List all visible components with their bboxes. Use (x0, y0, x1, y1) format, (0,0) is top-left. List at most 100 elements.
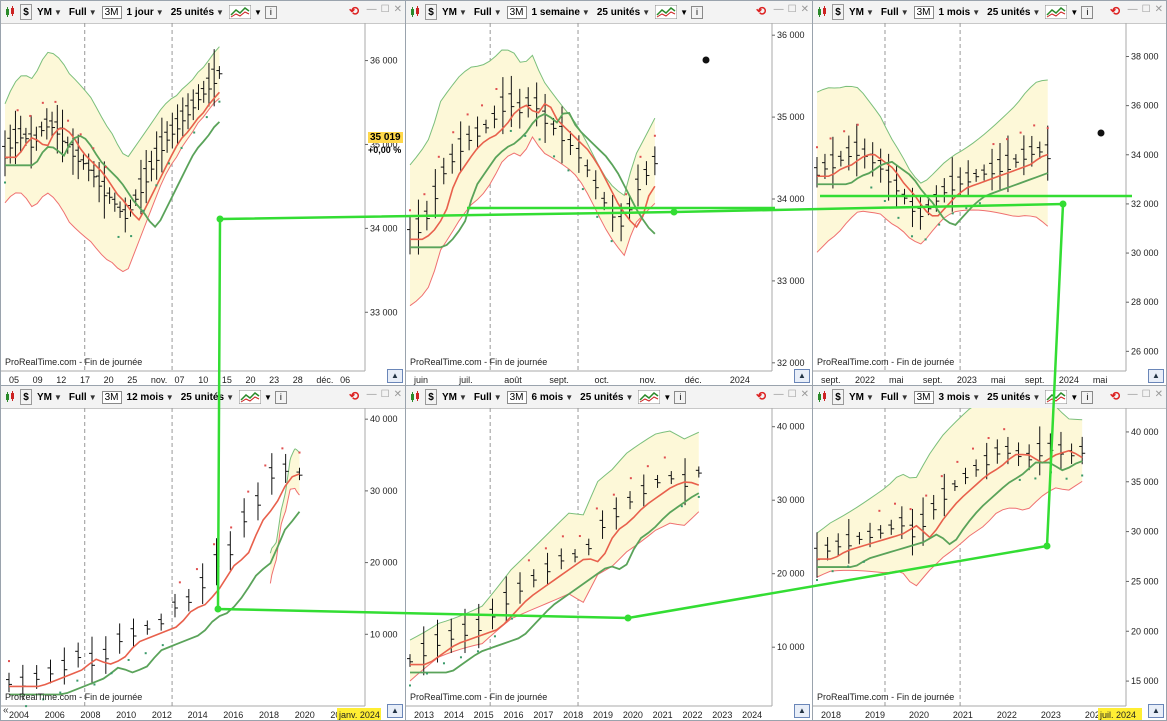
sync-icon[interactable]: ⟲ (348, 4, 359, 18)
dollar-icon[interactable]: $ (20, 389, 32, 405)
close-icon[interactable]: ✕ (800, 389, 809, 400)
units-dropdown[interactable]: 25 unités ▼ (595, 7, 652, 18)
sync-icon[interactable]: ⟲ (755, 389, 766, 403)
info-icon[interactable]: i (1081, 390, 1094, 404)
units-dropdown[interactable]: 25 unités ▼ (985, 7, 1042, 18)
scroll-left-button[interactable]: « (3, 705, 9, 716)
price-chart[interactable]: 40 000 35 000 30 000 25 000 20 000 15 000 2018… (813, 408, 1166, 720)
x-tick-label: 2021 (653, 710, 673, 720)
indicator-icon[interactable] (238, 390, 261, 404)
bollinger-band (410, 430, 699, 681)
units-dropdown[interactable]: 25 unités ▼ (985, 392, 1042, 403)
axis-settings-button[interactable]: ▲ (1148, 704, 1164, 718)
minimize-icon[interactable]: — (773, 4, 784, 15)
sync-icon[interactable]: ⟲ (1109, 4, 1120, 18)
info-icon[interactable]: i (274, 390, 287, 404)
period-dropdown[interactable]: 3 mois ▼ (937, 392, 983, 403)
sar-dot (1003, 428, 1006, 431)
maximize-icon[interactable]: ☐ (787, 389, 797, 400)
close-icon[interactable]: ✕ (1154, 389, 1163, 400)
indicator-icon[interactable] (655, 5, 678, 19)
dollar-icon[interactable]: $ (832, 389, 844, 405)
mode-dropdown[interactable]: Full ▼ (879, 392, 911, 403)
info-icon[interactable]: i (691, 5, 704, 19)
price-chart[interactable]: 40 000 30 000 20 000 10 000 2004 2006 2008 2010… (1, 408, 405, 720)
symbol-dropdown[interactable]: YM ▼ (440, 392, 469, 403)
mode-dropdown[interactable]: Full ▼ (67, 392, 99, 403)
chevron-down-icon[interactable]: ▼ (1070, 7, 1079, 17)
range-button[interactable]: 3M (913, 5, 934, 19)
dollar-icon[interactable]: $ (20, 4, 32, 20)
candlestick-icon[interactable] (815, 390, 829, 404)
period-dropdown[interactable]: 6 mois ▼ (530, 392, 576, 403)
dollar-icon[interactable]: $ (425, 389, 437, 405)
maximize-icon[interactable]: ☐ (787, 4, 797, 15)
units-dropdown[interactable]: 25 unités ▼ (578, 392, 635, 403)
close-icon[interactable]: ✕ (1154, 4, 1163, 15)
chevron-down-icon[interactable]: ▼ (1070, 392, 1079, 402)
chevron-down-icon[interactable]: ▼ (680, 7, 689, 17)
sync-icon[interactable]: ⟲ (755, 4, 766, 18)
axis-settings-button[interactable]: ▲ (794, 369, 810, 383)
maximize-icon[interactable]: ☐ (380, 389, 390, 400)
chevron-down-icon[interactable]: ▼ (253, 7, 262, 17)
dollar-icon[interactable]: $ (425, 4, 437, 20)
minimize-icon[interactable]: — (1127, 4, 1138, 15)
price-chart[interactable]: 36 000 35 000 34 000 33 000 05 09 12 17 20 25 nov.… (1, 23, 405, 385)
symbol-dropdown[interactable]: YM ▼ (847, 7, 876, 18)
symbol-dropdown[interactable]: YM ▼ (35, 7, 64, 18)
info-icon[interactable]: i (1081, 5, 1094, 19)
chevron-down-icon[interactable]: ▼ (263, 392, 272, 402)
axis-settings-button[interactable]: ▲ (387, 369, 403, 383)
candlestick-icon[interactable] (815, 5, 829, 19)
symbol-dropdown[interactable]: YM ▼ (35, 392, 64, 403)
period-dropdown[interactable]: 12 mois ▼ (125, 392, 176, 403)
minimize-icon[interactable]: — (773, 389, 784, 400)
close-icon[interactable]: ✕ (393, 4, 402, 15)
mode-dropdown[interactable]: Full ▼ (879, 7, 911, 18)
mode-dropdown[interactable]: Full ▼ (472, 7, 504, 18)
indicator-icon[interactable] (228, 5, 251, 19)
price-chart[interactable]: 38 000 36 000 34 000 32 000 30 000 28 000 26 0… (813, 23, 1166, 385)
sync-icon[interactable]: ⟲ (1109, 389, 1120, 403)
maximize-icon[interactable]: ☐ (1141, 4, 1151, 15)
axis-settings-button[interactable]: ▲ (387, 704, 403, 718)
range-button[interactable]: 3M (506, 390, 527, 404)
chevron-down-icon[interactable]: ▼ (663, 392, 672, 402)
units-dropdown[interactable]: 25 unités ▼ (169, 7, 226, 18)
units-dropdown[interactable]: 25 unités ▼ (179, 392, 236, 403)
range-button[interactable]: 3M (101, 5, 122, 19)
dollar-icon[interactable]: $ (832, 4, 844, 20)
maximize-icon[interactable]: ☐ (380, 4, 390, 15)
info-icon[interactable]: i (264, 5, 277, 19)
symbol-dropdown[interactable]: YM ▼ (440, 7, 469, 18)
candlestick-icon[interactable] (408, 390, 422, 404)
period-dropdown[interactable]: 1 mois ▼ (937, 7, 983, 18)
range-button[interactable]: 3M (913, 390, 934, 404)
axis-settings-button[interactable]: ▲ (1148, 369, 1164, 383)
close-icon[interactable]: ✕ (393, 389, 402, 400)
candlestick-icon[interactable] (3, 390, 17, 404)
minimize-icon[interactable]: — (366, 4, 377, 15)
candlestick-icon[interactable] (3, 5, 17, 19)
indicator-icon[interactable] (1045, 5, 1068, 19)
close-icon[interactable]: ✕ (800, 4, 809, 15)
mode-dropdown[interactable]: Full ▼ (67, 7, 99, 18)
price-chart[interactable]: 40 000 30 000 20 000 10 000 2013 2014 2015 2016… (406, 408, 812, 720)
period-dropdown[interactable]: 1 semaine ▼ (530, 7, 592, 18)
mode-dropdown[interactable]: Full ▼ (472, 392, 504, 403)
candlestick-icon[interactable] (408, 5, 422, 19)
sync-icon[interactable]: ⟲ (348, 389, 359, 403)
minimize-icon[interactable]: — (1127, 389, 1138, 400)
period-dropdown[interactable]: 1 jour ▼ (125, 7, 166, 18)
symbol-dropdown[interactable]: YM ▼ (847, 392, 876, 403)
range-button[interactable]: 3M (506, 5, 527, 19)
info-icon[interactable]: i (674, 390, 687, 404)
minimize-icon[interactable]: — (366, 389, 377, 400)
maximize-icon[interactable]: ☐ (1141, 389, 1151, 400)
price-chart[interactable]: 36 000 35 000 34 000 33 000 32 000 juin juil. a… (406, 23, 812, 385)
axis-settings-button[interactable]: ▲ (794, 704, 810, 718)
range-button[interactable]: 3M (101, 390, 122, 404)
indicator-icon[interactable] (638, 390, 661, 404)
indicator-icon[interactable] (1045, 390, 1068, 404)
